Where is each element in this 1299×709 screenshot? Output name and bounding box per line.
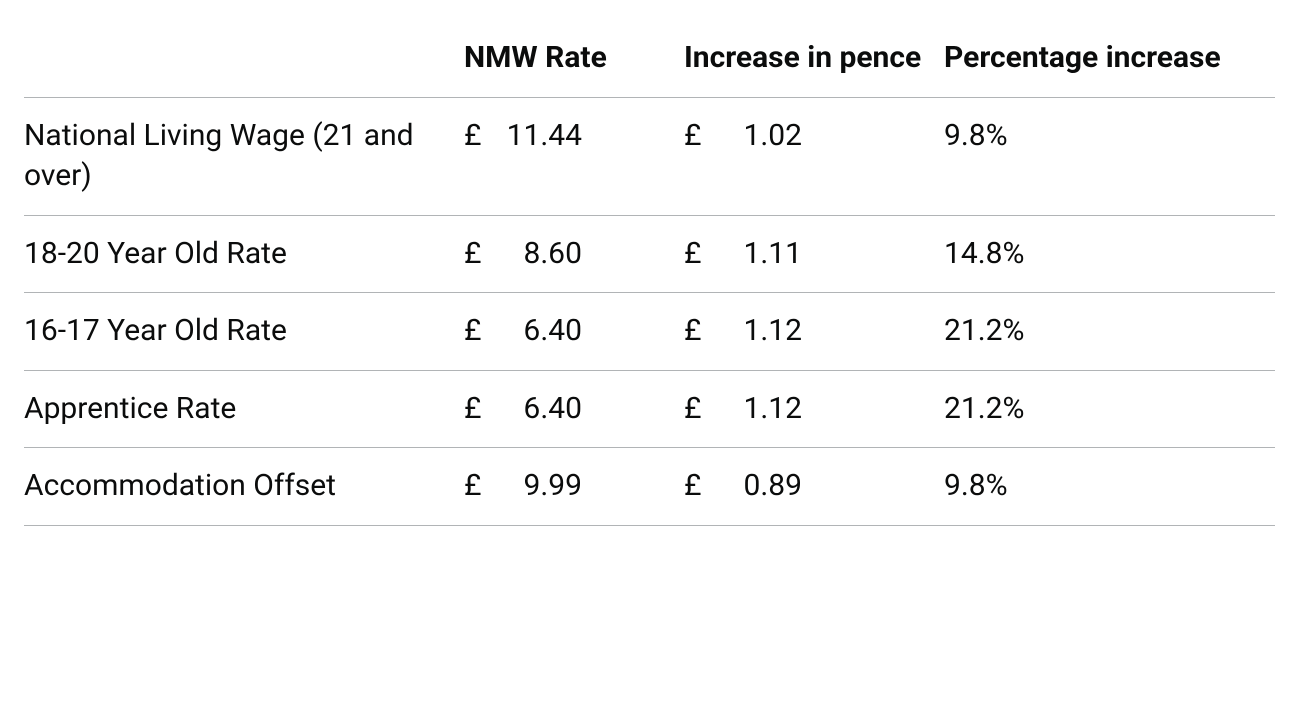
- currency-symbol: £: [684, 466, 712, 507]
- rate-value: 6.40: [492, 389, 582, 430]
- row-label: National Living Wage (21 and over): [24, 97, 464, 215]
- row-percentage: 21.2%: [944, 370, 1275, 448]
- rate-value: 6.40: [492, 311, 582, 352]
- table-row: Accommodation Offset £ 9.99 £ 0.89 9.8%: [24, 448, 1275, 526]
- row-increase: £ 1.12: [684, 293, 944, 371]
- row-percentage: 14.8%: [944, 215, 1275, 293]
- row-label: 16-17 Year Old Rate: [24, 293, 464, 371]
- currency-symbol: £: [684, 234, 712, 275]
- row-percentage: 21.2%: [944, 293, 1275, 371]
- currency-symbol: £: [684, 389, 712, 430]
- row-rate: £ 8.60: [464, 215, 684, 293]
- row-increase: £ 1.11: [684, 215, 944, 293]
- table-row: National Living Wage (21 and over) £ 11.…: [24, 97, 1275, 215]
- currency-symbol: £: [464, 116, 492, 157]
- currency-symbol: £: [464, 389, 492, 430]
- col-header-increase: Increase in pence: [684, 20, 944, 97]
- row-increase: £ 1.12: [684, 370, 944, 448]
- row-label: 18-20 Year Old Rate: [24, 215, 464, 293]
- row-percentage: 9.8%: [944, 448, 1275, 526]
- currency-symbol: £: [464, 466, 492, 507]
- table-header-row: NMW Rate Increase in pence Percentage in…: [24, 20, 1275, 97]
- table-row: Apprentice Rate £ 6.40 £ 1.12 21.2%: [24, 370, 1275, 448]
- currency-symbol: £: [464, 311, 492, 352]
- row-rate: £ 11.44: [464, 97, 684, 215]
- row-percentage: 9.8%: [944, 97, 1275, 215]
- row-label: Apprentice Rate: [24, 370, 464, 448]
- rate-value: 8.60: [492, 234, 582, 275]
- table-row: 16-17 Year Old Rate £ 6.40 £ 1.12 21.2%: [24, 293, 1275, 371]
- row-label: Accommodation Offset: [24, 448, 464, 526]
- rate-value: 9.99: [492, 466, 582, 507]
- row-increase: £ 0.89: [684, 448, 944, 526]
- currency-symbol: £: [464, 234, 492, 275]
- increase-value: 0.89: [712, 466, 802, 507]
- row-rate: £ 9.99: [464, 448, 684, 526]
- currency-symbol: £: [684, 311, 712, 352]
- page: NMW Rate Increase in pence Percentage in…: [0, 0, 1299, 566]
- nmw-rates-table: NMW Rate Increase in pence Percentage in…: [24, 20, 1275, 526]
- row-rate: £ 6.40: [464, 293, 684, 371]
- increase-value: 1.12: [712, 311, 802, 352]
- row-rate: £ 6.40: [464, 370, 684, 448]
- rate-value: 11.44: [492, 116, 582, 157]
- row-increase: £ 1.02: [684, 97, 944, 215]
- table-row: 18-20 Year Old Rate £ 8.60 £ 1.11 14.8%: [24, 215, 1275, 293]
- col-header-percentage: Percentage increase: [944, 20, 1275, 97]
- col-header-rate: NMW Rate: [464, 20, 684, 97]
- increase-value: 1.11: [712, 234, 802, 275]
- currency-symbol: £: [684, 116, 712, 157]
- increase-value: 1.12: [712, 389, 802, 430]
- increase-value: 1.02: [712, 116, 802, 157]
- col-header-label: [24, 20, 464, 97]
